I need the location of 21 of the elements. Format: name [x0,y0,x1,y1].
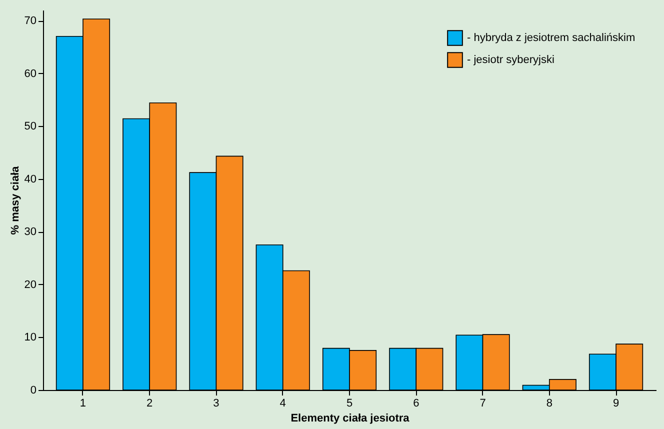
y-tick-label: 60 [24,68,36,80]
y-tick-label: 40 [24,173,36,186]
y-tick-label: 70 [24,15,36,28]
x-tick-label: 7 [480,398,486,410]
x-tick-label: 6 [413,398,420,410]
y-axis-title: % masy ciała [9,165,22,235]
y-tick-label: 50 [24,120,36,133]
x-tick-label: 8 [546,398,552,410]
y-tick-label: 10 [24,332,36,344]
x-tick-label: 9 [612,398,620,410]
y-tick-label: 20 [24,278,36,291]
y-tick-label: 0 [30,384,36,396]
y-tick-label: 30 [24,226,36,238]
x-tick-label: 3 [213,398,220,410]
legend-label: - jesiotr syberyjski [467,54,554,66]
x-tick-label: 4 [280,398,286,410]
x-tick-label: 5 [346,398,353,410]
legend-label: - hybryda z jesiotrem sachalińskim [467,32,636,44]
x-tick-label: 2 [146,398,153,410]
x-tick-label: 1 [80,398,86,410]
x-axis-title: Elementy ciała jesiotra [290,412,410,424]
